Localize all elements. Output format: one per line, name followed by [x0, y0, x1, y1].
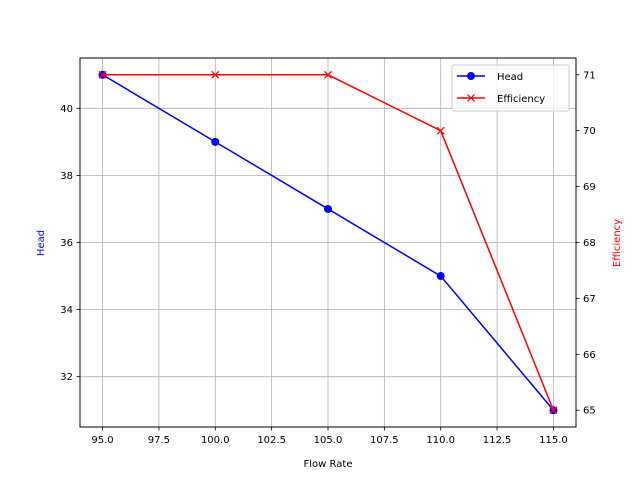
legend-head-label: Head: [497, 72, 523, 83]
series-layer: [98, 70, 558, 415]
right-y-axis-label: Efficiency: [612, 219, 623, 267]
legend-efficiency-marker-icon: [467, 94, 475, 102]
efficiency-point-marker: [436, 126, 445, 135]
right-y-tick-label: 67: [583, 294, 596, 305]
x-tick-label: 110.0: [426, 435, 455, 446]
grid-lines: [80, 58, 576, 427]
right-y-tick-label: 66: [583, 350, 596, 361]
left-y-axis-ticks: 32 34 36 38 40: [60, 104, 80, 383]
x-axis-ticks: 95.0 97.5 100.0 102.5 105.0 107.5 110.0 112.5 11…: [91, 427, 568, 446]
x-tick-label: 105.0: [314, 435, 343, 446]
x-tick-label: 115.0: [539, 435, 568, 446]
y-tick-label: 36: [60, 238, 73, 249]
right-y-tick-label: 71: [583, 70, 596, 81]
right-y-axis-ticks: 65 66 67 68 69 70 71: [576, 70, 596, 417]
y-tick-label: 38: [60, 171, 73, 182]
right-y-tick-label: 68: [583, 238, 596, 249]
y-tick-label: 40: [60, 104, 73, 115]
efficiency-point-marker: [549, 406, 558, 415]
head-point-marker: [324, 204, 332, 213]
legend-head-marker-icon: [467, 72, 475, 80]
legend-efficiency-label: Efficiency: [497, 94, 545, 105]
left-y-axis-label: Head: [36, 230, 47, 256]
x-tick-label: 107.5: [370, 435, 399, 446]
efficiency-point-marker: [324, 70, 332, 79]
x-axis-label: Flow Rate: [304, 459, 353, 470]
head-point-marker: [211, 137, 220, 146]
x-tick-label: 102.5: [257, 435, 286, 446]
efficiency-point-marker: [98, 70, 107, 79]
head-point-marker: [436, 272, 445, 281]
legend: Head Efficiency: [451, 64, 570, 112]
x-tick-label: 100.0: [201, 435, 230, 446]
y-tick-label: 34: [60, 305, 73, 316]
right-y-tick-label: 70: [583, 126, 596, 137]
y-tick-label: 32: [60, 372, 73, 383]
x-tick-label: 97.5: [148, 435, 170, 446]
efficiency-point-marker: [211, 70, 220, 79]
x-tick-label: 112.5: [483, 435, 512, 446]
x-tick-label: 95.0: [91, 435, 113, 446]
right-y-tick-label: 65: [583, 406, 596, 417]
right-y-tick-label: 69: [583, 182, 596, 193]
